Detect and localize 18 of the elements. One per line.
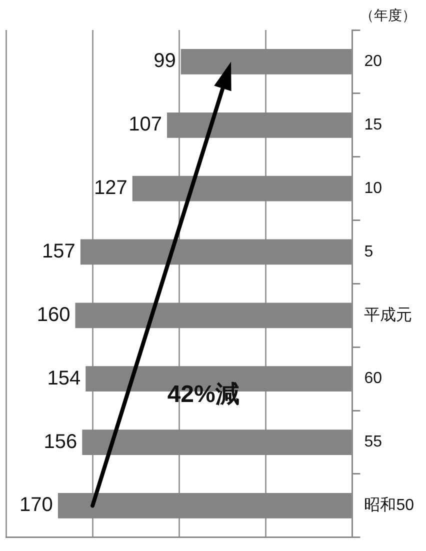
x-axis-title: （年度） xyxy=(360,6,416,23)
y-tick-label: 5 xyxy=(364,243,374,260)
data-label: 99 xyxy=(154,50,176,72)
data-label: 157 xyxy=(42,240,76,263)
data-label: 156 xyxy=(44,430,78,453)
data-label: 160 xyxy=(36,304,70,326)
data-label: 107 xyxy=(128,114,162,136)
data-label: 127 xyxy=(94,177,128,200)
y-tick-label: 55 xyxy=(364,434,382,451)
y-tick-label: 10 xyxy=(364,180,382,197)
data-label: 170 xyxy=(20,494,53,516)
y-tick-label: 20 xyxy=(364,53,382,70)
annotation: 42%減 xyxy=(167,380,240,408)
y-tick-label: 昭和50 xyxy=(364,496,414,514)
y-tick-label: 15 xyxy=(364,116,382,134)
y-tick-label: 60 xyxy=(364,370,382,388)
data-label: 154 xyxy=(47,367,81,390)
y-tick-label: 平成元 xyxy=(364,306,412,324)
